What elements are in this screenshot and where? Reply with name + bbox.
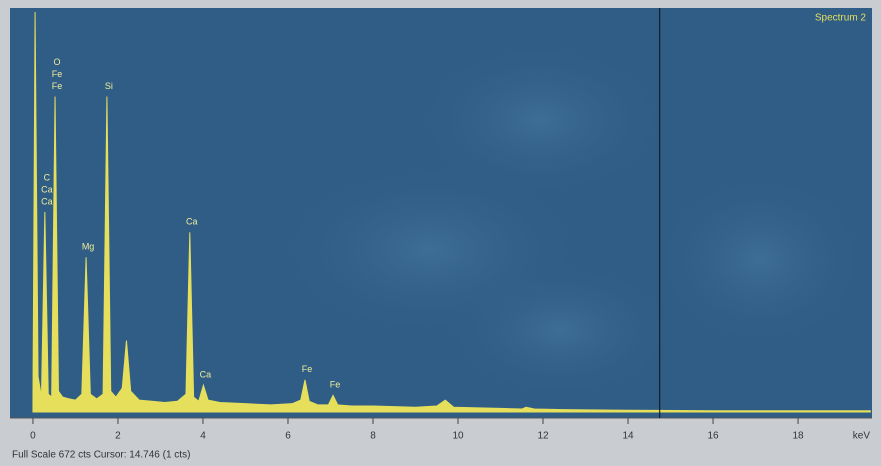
peak-label: Fe bbox=[52, 81, 63, 91]
x-tick-label: 8 bbox=[370, 431, 376, 442]
peak-label: Fe bbox=[330, 380, 341, 390]
x-tick-label: 18 bbox=[792, 431, 804, 442]
x-tick-label: 0 bbox=[30, 431, 36, 442]
peak-label: Fe bbox=[52, 69, 63, 79]
x-axis-unit: keV bbox=[853, 431, 871, 442]
peak-label: Ca bbox=[186, 217, 198, 227]
peak-label: Ca bbox=[200, 370, 212, 380]
x-tick-label: 16 bbox=[707, 431, 719, 442]
background-blob bbox=[410, 40, 670, 200]
x-tick-label: 2 bbox=[115, 431, 121, 442]
peak-label: Si bbox=[105, 81, 113, 91]
x-tick-label: 6 bbox=[285, 431, 291, 442]
x-tick-label: 14 bbox=[622, 431, 634, 442]
peak-label: O bbox=[54, 57, 61, 67]
spectrum-label: Spectrum 2 bbox=[815, 13, 867, 24]
x-tick-label: 12 bbox=[537, 431, 549, 442]
background-blob bbox=[440, 260, 680, 400]
peak-label: Fe bbox=[302, 364, 313, 374]
peak-label: Mg bbox=[82, 242, 95, 252]
status-text: Full Scale 672 cts Cursor: 14.746 (1 cts… bbox=[12, 450, 190, 461]
peak-label: Ca bbox=[41, 196, 53, 206]
peak-label: Ca bbox=[41, 184, 53, 194]
background-blob bbox=[650, 170, 870, 350]
peak-label: C bbox=[44, 172, 51, 182]
x-tick-label: 10 bbox=[452, 431, 464, 442]
spectrum-window: Spectrum 2 keV Full Scale 672 cts Cursor… bbox=[0, 0, 881, 466]
x-tick-label: 4 bbox=[200, 431, 206, 442]
